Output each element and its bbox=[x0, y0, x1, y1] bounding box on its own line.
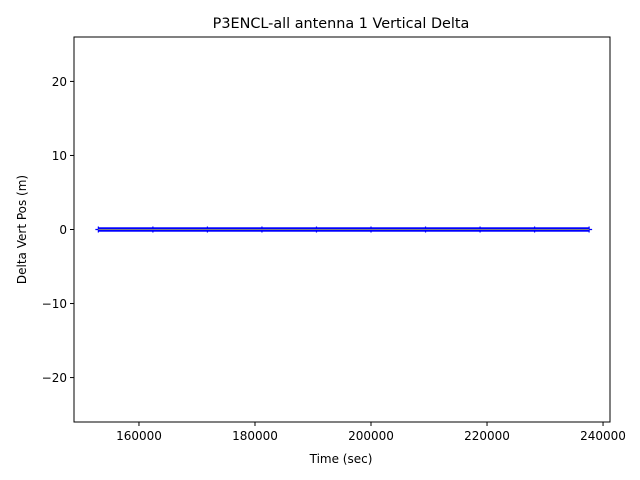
x-tick-label: 200000 bbox=[348, 429, 394, 443]
y-axis-title: Delta Vert Pos (m) bbox=[15, 175, 29, 284]
plot-frame bbox=[73, 36, 611, 423]
y-tick-label: 0 bbox=[59, 223, 67, 237]
x-tick-label: 220000 bbox=[464, 429, 510, 443]
x-axis-title: Time (sec) bbox=[309, 452, 373, 466]
chart-title: P3ENCL-all antenna 1 Vertical Delta bbox=[213, 16, 470, 32]
ticks-layer: 160000 180000 200000 220000 240000 −20 −10 0 10 2… bbox=[42, 75, 626, 443]
x-tick-label: 160000 bbox=[116, 429, 162, 443]
y-tick-label: −10 bbox=[42, 297, 67, 311]
y-tick-label: 20 bbox=[52, 75, 67, 89]
x-tick-label: 180000 bbox=[232, 429, 278, 443]
x-tick-label: 240000 bbox=[580, 429, 626, 443]
y-tick-label: −20 bbox=[42, 371, 67, 385]
y-tick-label: 10 bbox=[52, 149, 67, 163]
data-layer bbox=[95, 226, 593, 233]
